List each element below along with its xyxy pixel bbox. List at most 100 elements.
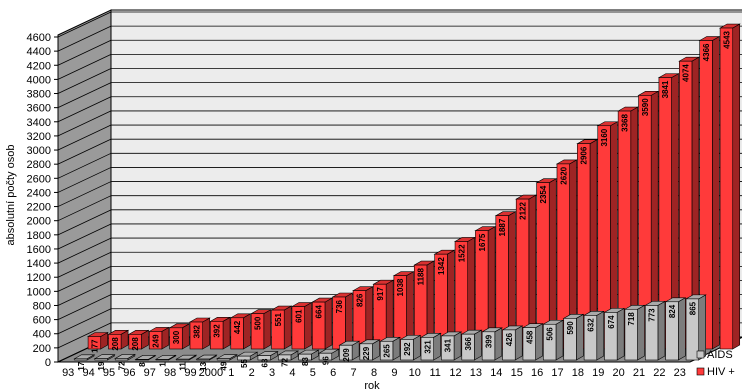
aids-bar-value-label: 8 — [138, 362, 147, 367]
hiv-bar — [433, 249, 456, 350]
gridline-side — [57, 265, 112, 292]
y-axis-label: absolutní počty osob — [5, 145, 17, 246]
aids-bar-value-label: 458 — [525, 330, 534, 344]
x-tick-label: 96 — [123, 367, 135, 379]
x-tick-label: 23 — [674, 367, 686, 379]
y-tick-label: 4200 — [27, 60, 51, 72]
hiv-bar — [311, 297, 334, 350]
hiv-bar — [678, 56, 701, 350]
hiv-bar — [127, 329, 150, 350]
gridline-side — [57, 138, 112, 165]
x-tick-label: 5 — [310, 367, 316, 379]
aids-bar — [114, 353, 136, 361]
aids-bar — [216, 354, 238, 361]
x-tick-label: 1 — [228, 367, 234, 379]
legend-label: HIV + — [707, 366, 735, 378]
hiv-bar — [209, 316, 232, 350]
hiv-bar-value-label: 208 — [111, 337, 120, 351]
aids-bar — [440, 331, 463, 361]
hiv-bar — [290, 302, 313, 350]
hiv-bar-value-label: 4366 — [702, 43, 711, 61]
legend-label: AIDS — [707, 349, 733, 361]
aids-bar — [358, 339, 381, 361]
hiv-bar-value-label: 1342 — [437, 257, 446, 275]
aids-bar-value-label: 292 — [403, 342, 412, 356]
y-tick-label: 2400 — [27, 187, 51, 199]
hiv-bar — [331, 292, 354, 350]
y-tick-label: 400 — [33, 329, 51, 341]
gridline-side — [57, 251, 112, 278]
x-tick-label: 20 — [613, 367, 625, 379]
aids-bar — [419, 332, 442, 361]
aids-bar-value-label: 321 — [423, 340, 432, 354]
hiv-bar-value-label: 3841 — [661, 80, 670, 98]
aids-bar-value-label: 209 — [342, 348, 351, 362]
y-tick-label: 1000 — [27, 286, 51, 298]
hiv-bar — [474, 226, 497, 350]
hiv-bar — [392, 271, 415, 350]
hiv-bar — [351, 286, 374, 350]
gridline-side — [57, 294, 112, 320]
hiv-bar-value-label: 736 — [335, 299, 344, 313]
x-tick-label: 13 — [470, 367, 482, 379]
x-tick-label: 9 — [391, 367, 397, 379]
hiv-bar — [515, 194, 537, 350]
x-tick-label: 2000 — [199, 367, 223, 379]
gridline-side — [57, 237, 112, 264]
aids-bar — [256, 351, 279, 361]
hiv-bar-value-label: 917 — [376, 287, 385, 301]
gridline-side — [57, 209, 112, 236]
hiv-bar — [698, 36, 721, 350]
aids-bar-value-label: 72 — [281, 357, 290, 366]
aids-bar-value-label: 590 — [566, 321, 575, 335]
x-tick-label: 19 — [592, 367, 604, 379]
x-tick-label: 8 — [371, 367, 377, 379]
x-tick-label: 7 — [351, 367, 357, 379]
aids-bar — [501, 325, 524, 361]
y-tick-label: 200 — [33, 343, 51, 355]
aids-bar — [664, 297, 687, 361]
aids-bar-value-label: 96 — [321, 356, 330, 365]
aids-bar — [481, 327, 503, 361]
x-tick-label: 3 — [269, 367, 275, 379]
hiv-bar-extra-value-label: 4543 — [722, 30, 731, 48]
hiv-bar-value-label: 1038 — [396, 278, 405, 296]
hiv-bar-value-label: 2354 — [539, 185, 548, 203]
aids-bar-value-label: 1 — [158, 362, 167, 367]
hiv-bar — [107, 329, 130, 350]
gridline-side — [57, 195, 112, 222]
y-tick-label: 2600 — [27, 173, 51, 185]
aids-bar-value-label: 229 — [362, 346, 371, 360]
hiv-bar-value-label: 3368 — [620, 113, 629, 131]
gridline-side — [57, 322, 112, 349]
aids-bar-value-label: 49 — [219, 361, 228, 370]
hiv-bar-value-label: 382 — [192, 324, 201, 338]
legend-swatch — [696, 367, 705, 376]
aids-bar-value-label: 632 — [586, 318, 595, 332]
x-tick-label: 22 — [653, 367, 665, 379]
aids-bar — [562, 313, 585, 361]
y-tick-label: 2800 — [27, 159, 51, 171]
gridline-side — [57, 11, 112, 38]
hiv-bar-value-label: 664 — [315, 305, 324, 319]
gridline-side — [57, 124, 112, 151]
hiv-bar — [494, 211, 517, 350]
aids-bar-value-label: 19 — [97, 361, 106, 370]
x-tick-label: 21 — [633, 367, 645, 379]
hiv-bar-extra — [718, 23, 741, 350]
aids-bar — [297, 349, 320, 361]
aids-bar — [175, 354, 198, 361]
hiv-bar — [188, 317, 211, 350]
hiv-bar-value-label: 300 — [172, 330, 181, 344]
hiv-bar-value-label: 1522 — [457, 244, 466, 262]
y-tick-label: 4400 — [27, 46, 51, 58]
hiv-bar-value-label: 208 — [131, 337, 140, 351]
hiv-bar-value-label: 249 — [152, 334, 161, 348]
aids-bar — [644, 300, 667, 361]
aids-bar — [277, 350, 300, 361]
hiv-bar — [596, 121, 619, 350]
gridline-side — [57, 223, 112, 250]
gridline-side — [57, 308, 112, 335]
aids-bar — [542, 319, 565, 361]
aids-bar-value-label: 341 — [444, 338, 453, 352]
